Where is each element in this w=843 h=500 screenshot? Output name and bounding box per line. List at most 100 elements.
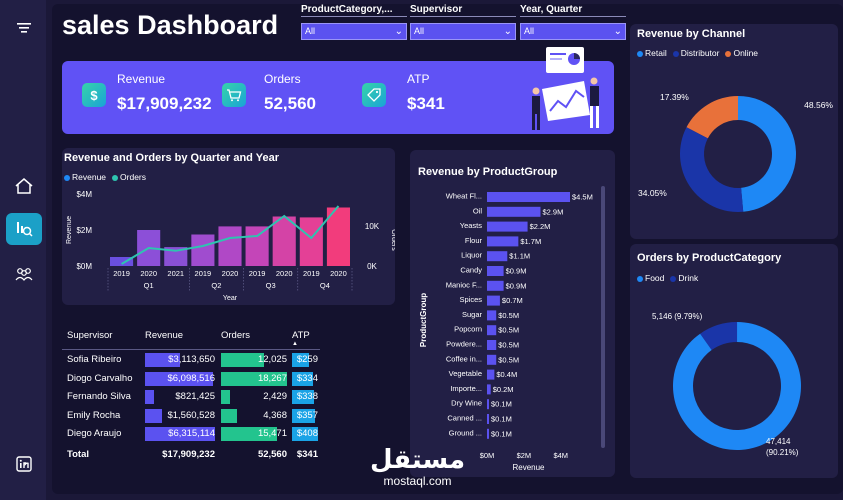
legend-item-revenue[interactable]: Revenue bbox=[64, 172, 106, 182]
y2-axis-label: Orders bbox=[390, 229, 395, 251]
col-header-atp[interactable]: ATP ▲ bbox=[292, 330, 310, 347]
legend-item-online[interactable]: Online bbox=[725, 48, 758, 58]
orders-databar bbox=[221, 371, 287, 386]
category-label: Manioc F... bbox=[446, 280, 482, 289]
slicer-dropdown[interactable]: All ⌄ bbox=[301, 23, 407, 40]
slicer-label: ProductCategory,... bbox=[301, 4, 407, 17]
x-tick-label: 2020 bbox=[222, 269, 239, 278]
x-tick-label: $0M bbox=[480, 451, 495, 460]
cell-supervisor: Diego Araujo bbox=[67, 428, 122, 439]
channel-slice-1 bbox=[738, 96, 796, 212]
table-row[interactable]: Emily Rocha $1,560,528 4,368 $357 bbox=[62, 408, 320, 427]
cell-orders: 12,025 bbox=[257, 354, 287, 365]
category-title: Orders by ProductCategory bbox=[637, 252, 782, 264]
category-donut: 5,146 (9.79%) 47,414 (90.21%) bbox=[652, 312, 801, 457]
watermark: مستقل mostaql.com bbox=[370, 446, 465, 488]
x-tick-label: 2020 bbox=[276, 269, 293, 278]
x-tick-label: $4M bbox=[553, 451, 568, 460]
bar-data-label: $0.5M bbox=[498, 311, 519, 320]
slice-label-online: 17.39% bbox=[660, 92, 689, 102]
productgroup-bar bbox=[487, 310, 497, 321]
category-label: Dry Wine bbox=[451, 399, 482, 408]
legend-label: Orders bbox=[120, 172, 147, 182]
online-legend-marker bbox=[725, 50, 732, 57]
col-header-supervisor[interactable]: Supervisor bbox=[67, 330, 113, 341]
slicer-productcategory[interactable]: ProductCategory,... All ⌄ bbox=[301, 4, 407, 40]
chevron-down-icon: ⌄ bbox=[503, 26, 512, 37]
home-icon[interactable] bbox=[6, 170, 42, 202]
cell-orders: 15,471 bbox=[257, 428, 287, 439]
revenue-databar bbox=[145, 390, 155, 404]
analytics-icon[interactable] bbox=[6, 213, 42, 245]
productgroup-bar bbox=[487, 280, 504, 291]
chevron-down-icon: ⌄ bbox=[394, 26, 403, 37]
productgroup-bar bbox=[487, 384, 491, 395]
category-label: Powdere... bbox=[446, 340, 482, 349]
kpi-value: $341 bbox=[407, 94, 445, 113]
legend-item-food[interactable]: Food bbox=[637, 273, 664, 283]
kpi-value: 52,560 bbox=[264, 94, 316, 113]
category-label: Coffee in... bbox=[446, 354, 482, 363]
category-label: Sugar bbox=[462, 310, 483, 319]
page-title: sales Dashboard bbox=[62, 10, 279, 40]
menu-icon[interactable] bbox=[6, 12, 42, 44]
col-header-orders[interactable]: Orders bbox=[221, 330, 251, 341]
col-header-revenue[interactable]: Revenue bbox=[145, 330, 184, 341]
slicer-dropdown[interactable]: All ⌄ bbox=[520, 23, 626, 40]
bar-data-label: $0.9M bbox=[506, 281, 527, 290]
channel-title: Revenue by Channel bbox=[637, 28, 746, 40]
legend-item-distributor[interactable]: Distributor bbox=[672, 48, 720, 58]
legend-label: Revenue bbox=[72, 172, 107, 182]
category-label: Yeasts bbox=[460, 221, 482, 230]
bar-data-label: $1.1M bbox=[509, 252, 530, 261]
revenue-legend-marker bbox=[64, 174, 70, 181]
bar-data-label: $2.9M bbox=[542, 207, 563, 216]
productgroup-bar bbox=[487, 369, 495, 380]
productgroup-title: Revenue by ProductGroup bbox=[418, 166, 558, 178]
dollar-icon: $ bbox=[82, 83, 106, 107]
linkedin-icon[interactable] bbox=[6, 448, 42, 480]
slicer-year-quarter[interactable]: Year, Quarter All ⌄ bbox=[520, 4, 626, 40]
legend-label: Distributor bbox=[680, 48, 720, 58]
quarter-label: Q2 bbox=[211, 281, 221, 290]
legend-item-orders[interactable]: Orders bbox=[112, 172, 146, 182]
bar-data-label: $0.7M bbox=[502, 296, 523, 305]
productgroup-bar bbox=[487, 236, 519, 247]
cell-supervisor: Sofia Ribeiro bbox=[67, 354, 122, 365]
legend-item-retail[interactable]: Retail bbox=[637, 48, 667, 58]
productgroup-bar bbox=[487, 340, 497, 350]
users-icon[interactable] bbox=[6, 258, 42, 290]
category-label: Oil bbox=[473, 206, 483, 215]
revenue-bar bbox=[272, 216, 296, 266]
productgroup-scrollbar[interactable] bbox=[601, 186, 605, 448]
table-row[interactable]: Fernando Silva $821,425 2,429 $338 bbox=[62, 390, 320, 408]
bar-data-label: $0.5M bbox=[498, 355, 519, 364]
orders-databar bbox=[221, 353, 265, 367]
x-tick-label: 2020 bbox=[140, 269, 157, 278]
x-tick-label: 2019 bbox=[303, 269, 320, 278]
legend-item-drink[interactable]: Drink bbox=[670, 273, 698, 283]
atp-databar bbox=[292, 353, 309, 367]
table-row[interactable]: Diogo Carvalho $6,098,516 18,267 $334 bbox=[62, 371, 320, 390]
category-legend: Food Drink bbox=[637, 273, 698, 283]
analytics-illustration bbox=[532, 47, 599, 130]
productgroup-bar bbox=[487, 251, 508, 262]
bar-data-label: $1.7M bbox=[520, 237, 541, 246]
table-row[interactable]: Sofia Ribeiro $3,113,650 12,025 $259 bbox=[62, 353, 320, 371]
table-row[interactable]: Diego Araujo $6,315,114 15,471 $408 bbox=[62, 427, 320, 445]
kpi-band: $ Revenue $17,909,232 Orders 52,560 ATP … bbox=[62, 47, 614, 134]
category-slice-1 bbox=[673, 322, 801, 450]
table-total-row: Total $17,909,232 52,560 $341 bbox=[62, 448, 320, 466]
cell-supervisor: Emily Rocha bbox=[67, 409, 121, 421]
category-label: Importe... bbox=[450, 384, 482, 393]
bar-data-label: $0.1M bbox=[491, 429, 512, 438]
slicer-dropdown[interactable]: All ⌄ bbox=[410, 23, 516, 40]
slicer-value: All bbox=[305, 26, 316, 36]
category-slice-0 bbox=[700, 322, 738, 351]
cell-revenue: $1,560,528 bbox=[167, 409, 215, 421]
slicer-supervisor[interactable]: Supervisor All ⌄ bbox=[410, 4, 516, 40]
productgroup-bar bbox=[487, 399, 489, 410]
cell-revenue: $821,425 bbox=[175, 391, 215, 402]
slice-label-drink: 5,146 (9.79%) bbox=[652, 312, 703, 321]
